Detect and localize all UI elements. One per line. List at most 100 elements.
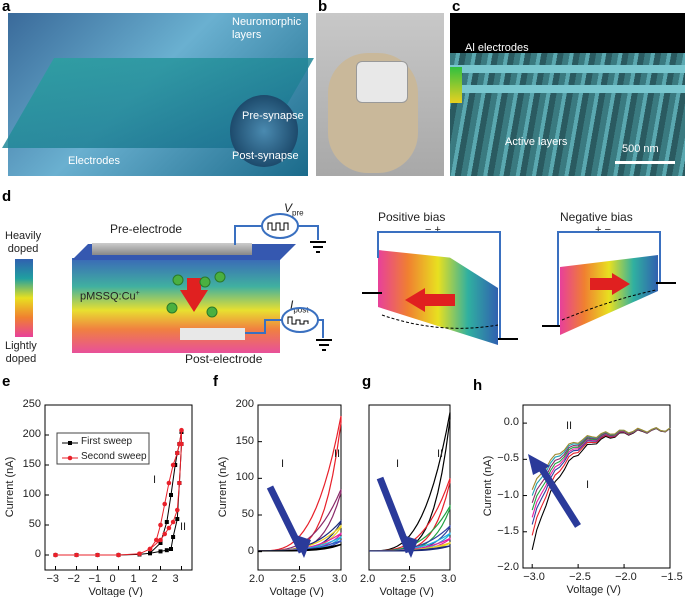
panel-label-e: e: [2, 373, 11, 390]
negative-bias-arrow: [612, 273, 630, 295]
x-tick-label: 2.0: [360, 573, 376, 585]
data-point: [164, 520, 169, 524]
x-tick-label: 2: [151, 573, 158, 585]
panel-a-image: [2, 13, 314, 176]
y-tick-label: 100: [235, 471, 254, 484]
data-point: [95, 552, 100, 558]
legend-entry: First sweep: [81, 436, 133, 447]
data-point: [74, 552, 79, 558]
y-tick-label: −1.0: [497, 488, 519, 501]
panel-label-f: f: [213, 373, 218, 390]
legend-marker: [67, 455, 73, 461]
annotation-sweep-II: II: [437, 448, 444, 460]
x-tick-label: 2.0: [249, 573, 265, 585]
x-tick-label: 1: [130, 573, 137, 585]
doping-colorbar: [15, 259, 33, 337]
colorbar-top-label: Heavily doped: [5, 230, 42, 255]
x-tick-label: −2: [67, 573, 81, 585]
data-point: [158, 541, 163, 545]
sweep-curve-4: [531, 427, 671, 511]
x-tick-label: −3: [46, 573, 60, 585]
data-point: [175, 450, 180, 456]
sweep-loop-0: [257, 415, 342, 552]
legend-box: [56, 432, 150, 465]
data-point: [179, 427, 184, 433]
blue-arrowhead: [528, 454, 550, 475]
data-point: [177, 480, 182, 486]
annotation-sweep-I: I: [153, 474, 157, 486]
red-down-arrow: [180, 290, 208, 312]
annotation-sweep-I: I: [281, 458, 285, 470]
x-tick-label: −2.0: [615, 571, 637, 583]
data-point: [137, 551, 142, 557]
label-electrodes: Electrodes: [68, 155, 120, 167]
plot-frame-e: [44, 404, 193, 571]
panel-label-g: g: [362, 373, 372, 390]
vpre-label: Vpre: [284, 201, 304, 218]
annotation-sweep-II: II: [180, 521, 187, 533]
y-tick-label: 150: [22, 458, 41, 470]
panel-c-sem-image: [450, 13, 685, 176]
y-tick-label: −2.0: [497, 561, 519, 573]
annotation-sweep-II: II: [334, 448, 341, 460]
pre-electrode-label: Pre-electrode: [110, 222, 183, 236]
data-point: [53, 552, 58, 558]
y-tick-label: −1.5: [497, 524, 519, 537]
label-neuromorphic-layers: Neuromorphic layers: [232, 16, 302, 41]
positive-bias-arrow: [405, 288, 425, 312]
x-tick-label: 3: [172, 573, 179, 585]
data-point: [170, 462, 176, 468]
plot-frame-h: [522, 404, 671, 569]
panel-b-photo: [316, 13, 444, 176]
y-tick-label: 0.0: [503, 416, 519, 429]
annotation-sweep-I: I: [586, 479, 590, 491]
y-tick-label: −0.5: [497, 452, 519, 465]
x-tick-label: −1: [88, 573, 102, 585]
sweep-loop-7: [257, 543, 342, 552]
sweep-loop-7: [368, 545, 451, 552]
panel-label-c: c: [452, 0, 461, 15]
sweep-curve-7: [531, 427, 671, 490]
panel-label-a: a: [2, 0, 11, 15]
x-tick-label: 3.0: [441, 573, 457, 585]
y-tick-label: 100: [22, 488, 41, 500]
y-tick-label: 50: [241, 508, 254, 520]
legend-marker: [68, 441, 72, 445]
y-tick-label: 0: [34, 548, 41, 560]
x-axis-label: Voltage (V): [269, 586, 324, 597]
y-tick-label: 250: [22, 398, 41, 410]
label-active-layers: Active layers: [505, 136, 568, 148]
ipost-label: Ipost: [290, 298, 309, 315]
data-point: [162, 531, 167, 537]
colorbar-bottom-label: Lightly doped: [5, 340, 37, 365]
post-electrode-label: Post-electrode: [185, 352, 263, 366]
x-tick-label: −3.0: [523, 571, 545, 583]
x-tick-label: 0: [109, 573, 116, 585]
panel-label-h: h: [473, 377, 483, 394]
y-axis-label: Current (nA): [482, 455, 494, 516]
data-point: [175, 507, 180, 513]
blue-arrowhead: [293, 534, 311, 558]
material-label: pMSSQ:Cu+: [80, 290, 140, 303]
data-point: [166, 525, 172, 531]
data-point: [158, 549, 163, 554]
x-tick-label: 3.0: [332, 573, 348, 585]
data-point: [179, 441, 184, 447]
label-scale-bar: 500 nm: [622, 143, 659, 155]
blue-arrowhead: [400, 534, 418, 558]
label-pre-synapse: Pre-synapse: [242, 110, 304, 122]
y-tick-label: 150: [235, 434, 254, 447]
label-al-electrodes: Al electrodes: [465, 42, 529, 54]
x-tick-label: 2.5: [400, 573, 416, 585]
annotation-sweep-II: II: [566, 420, 573, 432]
sweep-curve-2: [531, 427, 671, 525]
data-point: [158, 537, 163, 543]
legend-entry: Second sweep: [81, 451, 147, 462]
data-point: [148, 551, 152, 556]
y-axis-label: Current (nA): [4, 456, 16, 517]
y-axis-label: Current (nA): [217, 456, 229, 517]
data-point: [162, 501, 167, 507]
data-point: [116, 552, 121, 558]
